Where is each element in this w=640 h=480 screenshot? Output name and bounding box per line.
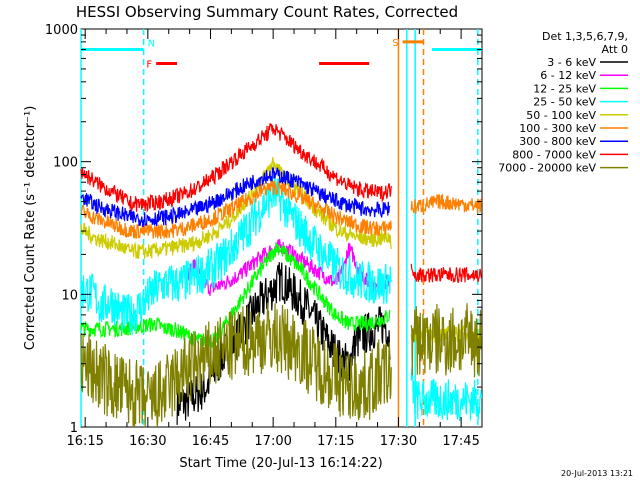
chart-title: HESSI Observing Summary Count Rates, Cor…	[76, 3, 458, 21]
series-100-300-kev	[80, 180, 483, 239]
series-6-12-kev	[184, 238, 391, 296]
legend-label-6-12-kev: 6 - 12 keV	[540, 69, 596, 82]
legend-label-3-6-kev: 3 - 6 keV	[547, 56, 596, 69]
y-tick-label: 10	[61, 288, 78, 303]
state-label-n: N	[148, 39, 155, 50]
x-tick-label: 17:45	[442, 434, 479, 449]
x-axis: 16:15 16:30 16:45 17:00 17:15 17:30 17:45	[66, 29, 480, 449]
footer-timestamp: 20-Jul-2013 13:21	[561, 469, 633, 478]
legend-label-50-100-kev: 50 - 100 keV	[526, 109, 596, 122]
series-300-800-kev	[80, 167, 391, 228]
x-tick-label: 17:30	[380, 434, 417, 449]
x-tick-label: 16:45	[192, 434, 229, 449]
plot-area: NF S	[80, 28, 483, 428]
state-label-s: S	[392, 38, 398, 49]
legend-label-25-50-kev: 25 - 50 keV	[533, 96, 596, 109]
legend-header-line2: Att 0	[602, 43, 628, 56]
series-7000-20000-kev	[80, 302, 483, 428]
series-lines	[80, 123, 483, 428]
x-tick-label: 17:15	[317, 434, 354, 449]
y-axis: 1 10 100 1000	[45, 23, 482, 436]
state-segments: NF S	[81, 38, 482, 70]
legend-label-7000-20000-kev: 7000 - 20000 keV	[498, 162, 596, 175]
series-800-7000-kev	[80, 123, 483, 283]
x-tick-label: 16:30	[129, 434, 166, 449]
state-label-f: F	[146, 59, 152, 70]
legend-label-800-7000-kev: 800 - 7000 keV	[512, 148, 596, 161]
legend-label-300-800-kev: 300 - 800 keV	[519, 135, 596, 148]
series-25-50-kev	[80, 175, 483, 422]
legend-header-line1: Det 1,3,5,6,7,9,	[542, 30, 628, 43]
x-tick-label: 16:15	[66, 434, 103, 449]
y-tick-label: 100	[53, 156, 78, 171]
y-tick-label: 1000	[45, 23, 78, 38]
legend-label-12-25-kev: 12 - 25 keV	[533, 82, 596, 95]
x-axis-label: Start Time (20-Jul-13 16:14:22)	[179, 456, 382, 471]
y-tick-label: 1	[70, 421, 78, 436]
y-axis-label: Corrected Count Rate (s⁻¹ detector⁻¹)	[23, 106, 38, 351]
legend-label-100-300-kev: 100 - 300 keV	[519, 122, 596, 135]
x-tick-label: 17:00	[254, 434, 291, 449]
